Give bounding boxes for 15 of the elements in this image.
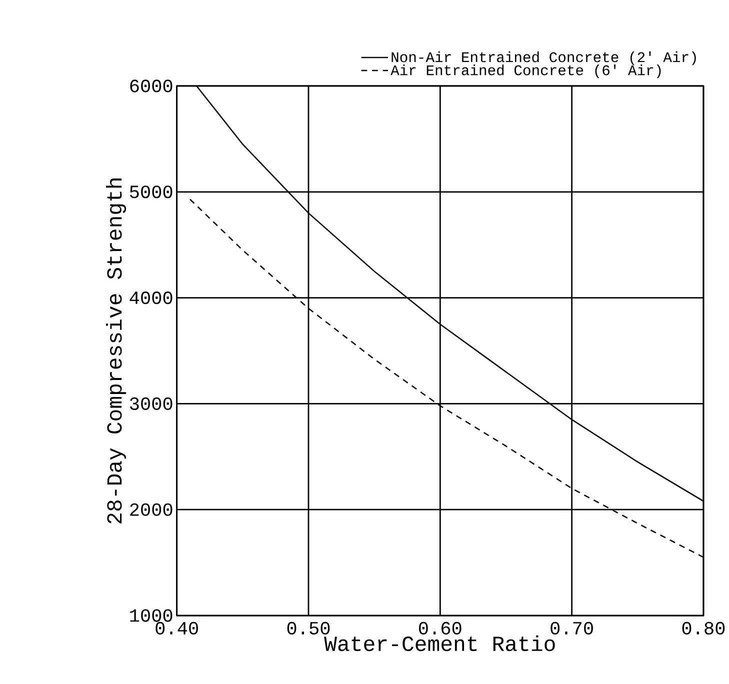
y-tick-label: 5000 <box>130 186 172 198</box>
y-tick-label: 6000 <box>130 80 172 92</box>
y-tick-label: 2000 <box>130 503 172 516</box>
y-tick-label: 4000 <box>130 292 172 304</box>
y-tick-label: 1000 <box>130 609 172 622</box>
x-tick-label: 0.40 <box>156 622 198 635</box>
x-tick-label: 0.70 <box>550 622 593 635</box>
x-tick-label: 0.50 <box>287 622 330 635</box>
x-tick-label: 0.80 <box>682 622 725 635</box>
legend-label: Air Entrained Concrete (6' Air) <box>390 64 661 78</box>
legend-label: Non-Air Entrained Concrete (2' Air) <box>392 51 696 66</box>
x-axis-title: Water-Cement Ratio <box>324 635 555 652</box>
y-tick-label: 3000 <box>130 397 172 410</box>
x-tick-label: 0.60 <box>419 622 462 635</box>
y-axis-title: 28-Day Compressive Strength <box>106 178 126 524</box>
